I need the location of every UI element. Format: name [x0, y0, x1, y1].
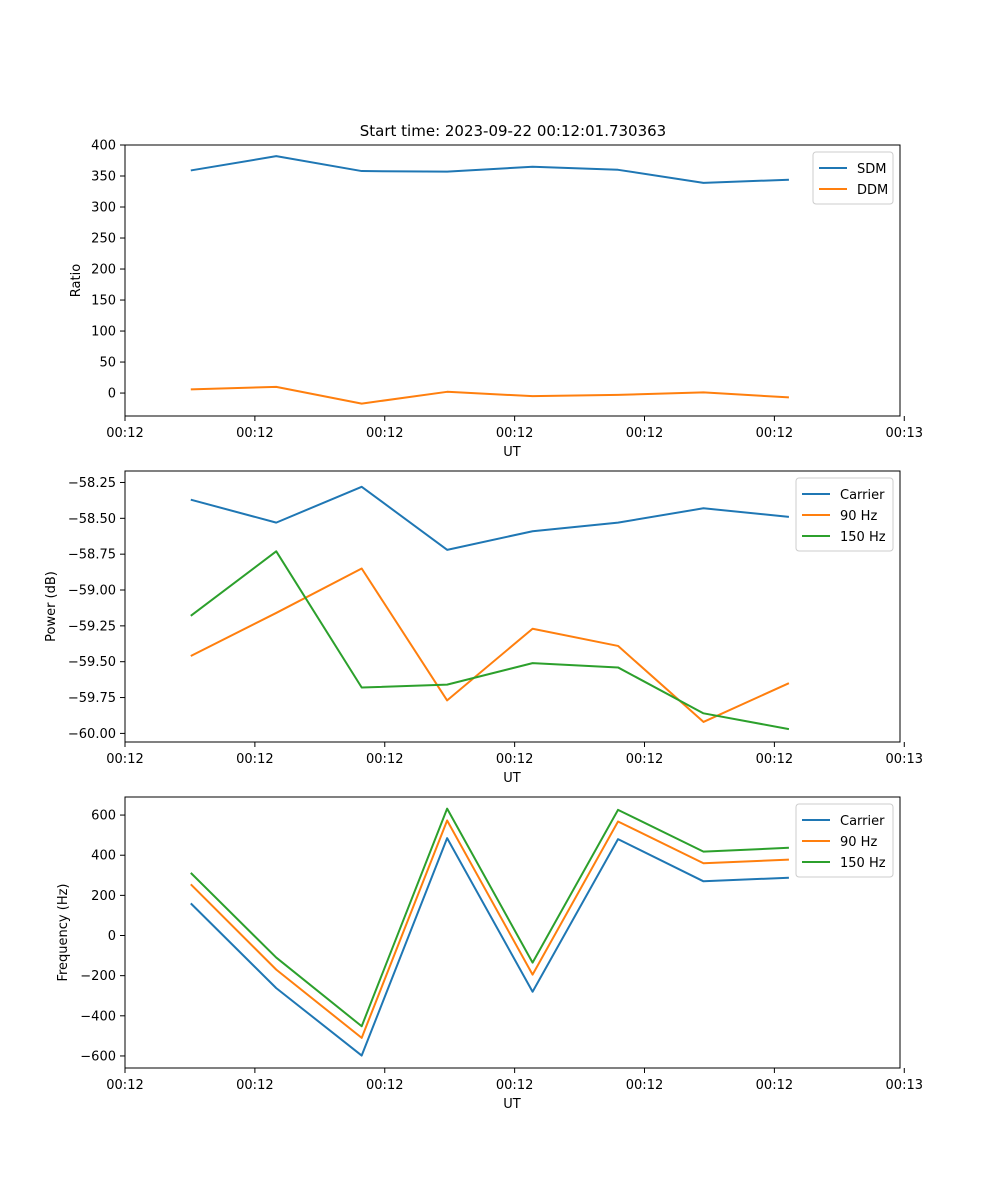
x-tick-label: 00:12: [366, 1078, 403, 1093]
x-tick-label: 00:12: [236, 1078, 273, 1093]
plots-container: 00:12 00:12 00:12 00:12 00:12 00:12 00:13 UT 0 50…: [44, 139, 923, 1113]
legend: SDM DDM: [812, 151, 894, 205]
y-axis-label: Power (dB): [44, 571, 59, 642]
y-tick-label: 200: [91, 889, 116, 904]
y-tick-label: −58.75: [68, 548, 116, 563]
x-tick-label: 00:12: [366, 752, 403, 767]
x-tick-label: 00:12: [496, 752, 533, 767]
x-tick-label: 00:12: [756, 426, 793, 441]
x-tick-label: 00:12: [106, 752, 143, 767]
legend: Carrier 90 Hz 150 Hz: [795, 803, 894, 878]
x-tick-label: 00:13: [886, 752, 923, 767]
series-line-150-hz: [190, 550, 790, 731]
x-tick-label: 00:12: [236, 752, 273, 767]
y-tick-label: −400: [80, 1009, 116, 1024]
x-tick-label: 00:12: [626, 1078, 663, 1093]
x-tick-label: 00:12: [626, 426, 663, 441]
legend-label: Carrier: [840, 814, 885, 829]
legend-label: 150 Hz: [840, 856, 886, 871]
y-tick-label: 250: [91, 232, 116, 247]
x-tick-label: 00:12: [756, 752, 793, 767]
y-axis-label: Ratio: [69, 264, 84, 297]
series-line-90-hz: [190, 567, 790, 723]
x-tick-label: 00:12: [106, 1078, 143, 1093]
legend-label: 150 Hz: [840, 530, 886, 545]
series-line-carrier: [190, 485, 790, 551]
y-tick-label: −59.00: [68, 584, 116, 599]
y-tick-label: 300: [91, 201, 116, 216]
x-tick-label: 00:13: [886, 1078, 923, 1093]
legend-label: Carrier: [840, 488, 885, 503]
x-tick-label: 00:12: [366, 426, 403, 441]
series-line-carrier: [190, 837, 789, 1057]
y-tick-label: 0: [108, 929, 116, 944]
series-line-ddm: [190, 385, 789, 405]
x-tick-label: 00:12: [236, 426, 273, 441]
x-tick-label: 00:12: [496, 1078, 533, 1093]
subplot-3: 00:12 00:12 00:12 00:12 00:12 00:12 00:13 UT −60…: [56, 796, 923, 1112]
x-axis-label: UT: [503, 1097, 521, 1112]
y-tick-label: 0: [108, 387, 116, 402]
axes-frame: [124, 470, 901, 743]
subplot-2: 00:12 00:12 00:12 00:12 00:12 00:12 00:13 UT −60…: [44, 470, 923, 786]
legend-label: 90 Hz: [840, 509, 877, 524]
legend-box: [795, 803, 894, 878]
x-tick-label: 00:12: [756, 1078, 793, 1093]
subplot-1: 00:12 00:12 00:12 00:12 00:12 00:12 00:13 UT 0 50…: [69, 139, 923, 461]
x-axis-label: UT: [503, 445, 521, 460]
y-tick-label: 200: [91, 263, 116, 278]
y-tick-label: 600: [91, 809, 116, 824]
y-tick-label: −58.50: [68, 512, 116, 527]
y-tick-label: 400: [91, 849, 116, 864]
axes-frame: [124, 796, 901, 1069]
y-tick-label: −58.25: [68, 476, 116, 491]
y-tick-label: −59.50: [68, 655, 116, 670]
y-tick-label: −59.75: [68, 691, 116, 706]
axes-frame: [124, 144, 901, 417]
y-tick-label: −59.25: [68, 619, 116, 634]
legend: Carrier 90 Hz 150 Hz: [795, 477, 894, 552]
y-tick-label: 150: [91, 294, 116, 309]
legend-label: SDM: [857, 162, 886, 177]
x-tick-label: 00:12: [626, 752, 663, 767]
figure-title: Start time: 2023-09-22 00:12:01.730363: [360, 122, 666, 140]
y-tick-label: 100: [91, 325, 116, 340]
y-tick-label: 50: [99, 356, 116, 371]
legend-box: [795, 477, 894, 552]
y-tick-label: −600: [80, 1049, 116, 1064]
legend-label: DDM: [857, 183, 888, 198]
series-line-150-hz: [190, 807, 789, 1028]
y-tick-label: 400: [91, 139, 116, 154]
series-line-90-hz: [190, 819, 789, 1039]
y-tick-label: 350: [91, 170, 116, 185]
x-tick-label: 00:13: [886, 426, 923, 441]
x-tick-label: 00:12: [496, 426, 533, 441]
y-tick-label: −60.00: [68, 727, 116, 742]
legend-box: [812, 151, 894, 205]
legend-label: 90 Hz: [840, 835, 877, 850]
y-axis-label: Frequency (Hz): [56, 883, 71, 981]
y-tick-label: −200: [80, 969, 116, 984]
series-line-sdm: [190, 155, 789, 184]
x-axis-label: UT: [503, 771, 521, 786]
x-tick-label: 00:12: [106, 426, 143, 441]
